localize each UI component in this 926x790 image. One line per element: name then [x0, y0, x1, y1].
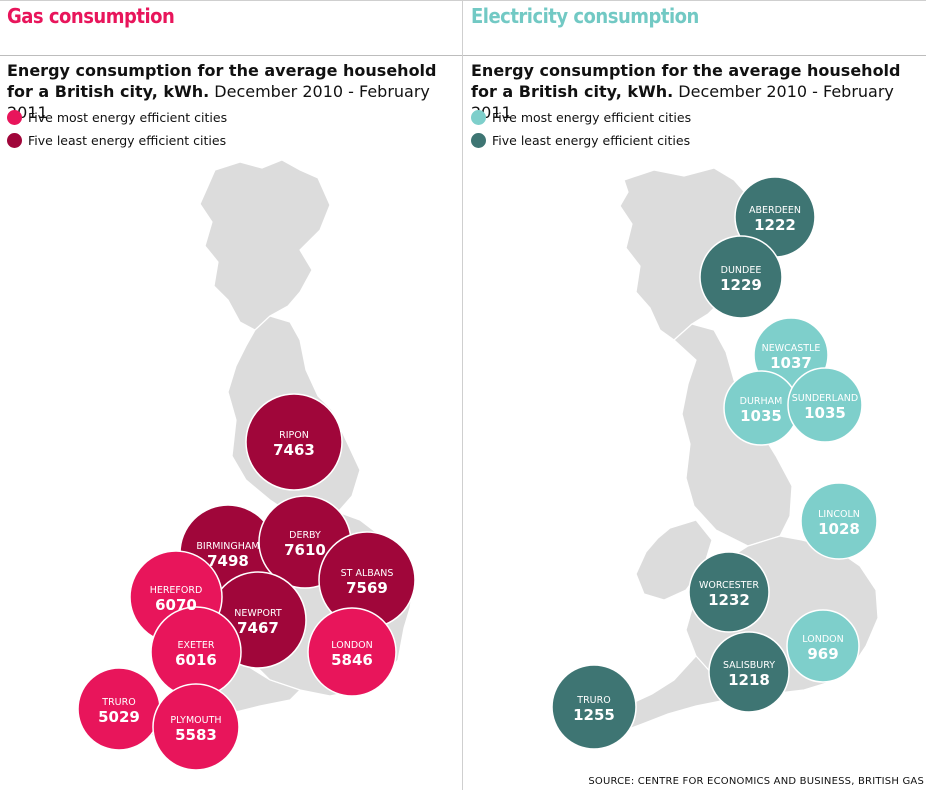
electricity-bubble-salisbury — [708, 631, 790, 713]
electricity-value-label: 1229 — [720, 276, 762, 294]
header-divider — [0, 55, 926, 56]
gas-subtitle-bold: Energy consumption for the average house… — [7, 61, 437, 101]
electricity-legend-least-swatch — [471, 133, 486, 148]
electricity-value-label: 969 — [807, 645, 838, 663]
electricity-city-label: WORCESTER — [699, 580, 759, 591]
electricity-bubble-worcester — [688, 551, 770, 633]
gas-city-label: HEREFORD — [150, 585, 203, 596]
gas-subtitle: Energy consumption for the average house… — [7, 60, 457, 123]
electricity-bubble-dundee — [699, 235, 783, 319]
source-note: SOURCE: CENTRE FOR ECONOMICS AND BUSINES… — [588, 776, 924, 787]
top-border — [0, 0, 926, 1]
gas-legend-least-swatch — [7, 133, 22, 148]
electricity-value-label: 1232 — [708, 591, 750, 609]
electricity-city-label: NEWCASTLE — [762, 343, 821, 354]
gas-bubble-london — [307, 607, 397, 697]
gas-city-label: LONDON — [331, 640, 372, 651]
gas-legend-most: Five most energy efficient cities — [7, 110, 227, 125]
gas-value-label: 7569 — [346, 579, 388, 597]
electricity-value-label: 1035 — [804, 404, 846, 422]
gas-legend-least-label: Five least energy efficient cities — [28, 133, 227, 148]
gas-legend-most-label: Five most energy efficient cities — [28, 110, 228, 125]
panel-divider — [462, 0, 463, 790]
gas-city-label: EXETER — [178, 640, 215, 651]
gas-city-label: NEWPORT — [234, 608, 282, 619]
electricity-city-label: SUNDERLAND — [792, 393, 858, 404]
electricity-legend-least: Five least energy efficient cities — [471, 133, 690, 148]
electricity-bubble-lincoln — [800, 482, 878, 560]
electricity-title: Electricity consumption — [471, 4, 699, 28]
electricity-bubble-london — [786, 609, 860, 683]
gas-panel: RIPON 7463 BIRMINGHAM 7498 DERBY 7610 ST ALBAN… — [0, 0, 462, 790]
gas-value-label: 7467 — [237, 619, 279, 637]
gas-value-label: 7610 — [284, 541, 326, 559]
electricity-subtitle-bold: Energy consumption for the average house… — [471, 61, 901, 101]
electricity-value-label: 1222 — [754, 216, 796, 234]
gas-title: Gas consumption — [7, 4, 175, 28]
electricity-panel: ABERDEEN 1222 DUNDEE 1229 NEWCASTLE 1037 DURHA… — [464, 0, 926, 790]
gas-city-label: TRURO — [101, 697, 135, 708]
gas-value-label: 5846 — [331, 651, 373, 669]
gas-value-label: 6070 — [155, 596, 197, 614]
gas-bubble-plymouth — [152, 683, 240, 771]
gas-city-label: RIPON — [279, 430, 309, 441]
gas-value-label: 7463 — [273, 441, 315, 459]
gas-city-label: PLYMOUTH — [170, 715, 221, 726]
electricity-value-label: 1255 — [573, 706, 615, 724]
electricity-city-label: LINCOLN — [818, 509, 860, 520]
gas-value-label: 5583 — [175, 726, 217, 744]
electricity-value-label: 1028 — [818, 520, 860, 538]
electricity-city-label: DURHAM — [740, 396, 783, 407]
electricity-bubble-truro — [551, 664, 637, 750]
electricity-legend-least-label: Five least energy efficient cities — [492, 133, 691, 148]
electricity-city-label: TRURO — [576, 695, 610, 706]
gas-value-label: 6016 — [175, 651, 217, 669]
electricity-city-label: DUNDEE — [721, 265, 762, 276]
gas-legend-most-swatch — [7, 110, 22, 125]
electricity-subtitle: Energy consumption for the average house… — [471, 60, 921, 123]
electricity-city-label: ABERDEEN — [749, 205, 801, 216]
electricity-value-label: 1218 — [728, 671, 770, 689]
gas-value-label: 7498 — [207, 552, 249, 570]
electricity-city-label: SALISBURY — [723, 660, 775, 671]
gas-city-label: BIRMINGHAM — [196, 541, 259, 552]
electricity-value-label: 1037 — [770, 354, 812, 372]
gas-legend-least: Five least energy efficient cities — [7, 133, 226, 148]
electricity-value-label: 1035 — [740, 407, 782, 425]
gas-value-label: 5029 — [98, 708, 140, 726]
gas-city-label: ST ALBANS — [341, 568, 394, 579]
electricity-bubble-sunderland — [787, 367, 863, 443]
gas-city-label: DERBY — [289, 530, 321, 541]
electricity-legend-most: Five most energy efficient cities — [471, 110, 691, 125]
gas-bubble-ripon — [245, 393, 343, 491]
electricity-city-label: LONDON — [802, 634, 843, 645]
electricity-legend-most-swatch — [471, 110, 486, 125]
electricity-legend-most-label: Five most energy efficient cities — [492, 110, 692, 125]
